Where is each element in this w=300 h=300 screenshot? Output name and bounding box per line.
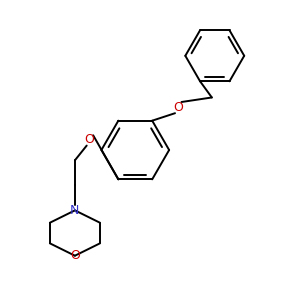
Text: O: O (85, 133, 94, 146)
Text: O: O (70, 249, 80, 262)
Text: O: O (173, 101, 183, 114)
Text: N: N (70, 204, 80, 217)
